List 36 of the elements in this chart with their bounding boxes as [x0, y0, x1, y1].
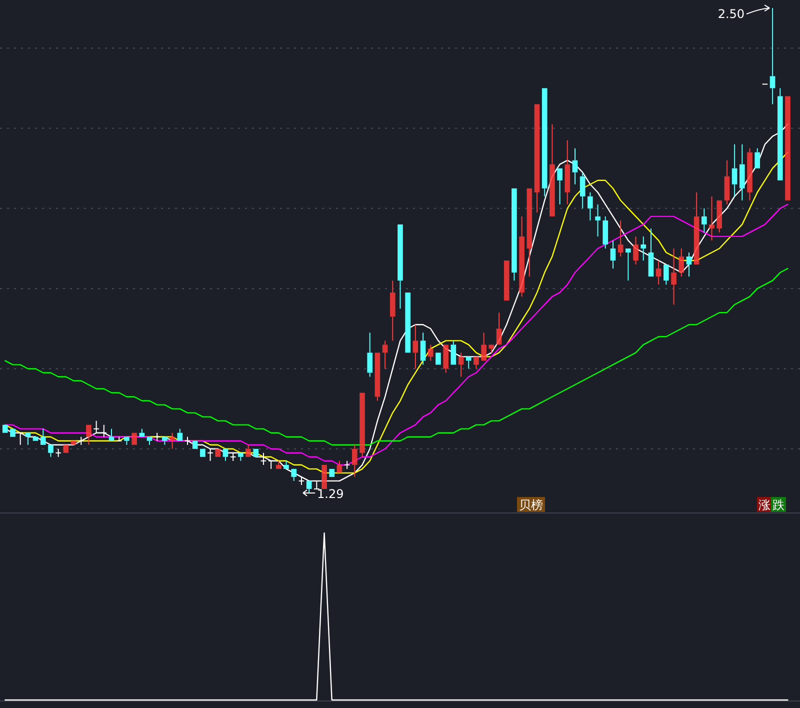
candlestick: [747, 148, 752, 201]
candlestick: [572, 148, 578, 185]
annotation: 2.50: [718, 7, 745, 22]
candlestick: [724, 160, 730, 205]
candlestick: [170, 432, 175, 450]
candlestick: [595, 204, 600, 237]
annotation: 贝榜: [519, 498, 543, 512]
candlestick: [678, 248, 684, 278]
annotation: 1.29: [317, 486, 344, 501]
candlestick: [709, 196, 714, 241]
candlestick: [640, 236, 646, 262]
candlestick: [390, 280, 396, 342]
candlestick: [732, 144, 738, 197]
candlestick: [564, 140, 570, 205]
candlestick: [633, 236, 638, 266]
candlestick: [702, 208, 707, 233]
candlestick: [580, 172, 586, 209]
candlestick: [770, 8, 776, 105]
candlestick: [671, 248, 676, 306]
annotation: 涨: [758, 498, 770, 512]
candlestick: [739, 144, 745, 201]
candlestick: [412, 324, 418, 370]
annotation: 跌: [772, 498, 784, 512]
candlestick: [367, 332, 373, 378]
candlestick: [610, 240, 616, 270]
candlestick: [382, 340, 388, 370]
candlestick: [686, 252, 692, 278]
candlestick: [428, 344, 434, 362]
candlestick: [352, 444, 358, 478]
candlestick: [519, 216, 524, 298]
candlestick: [420, 332, 426, 366]
candlestick: [656, 260, 662, 286]
candlestick: [458, 352, 464, 378]
candlestick: [602, 216, 608, 249]
candlestick: [618, 220, 624, 257]
candlestick: [588, 192, 593, 221]
